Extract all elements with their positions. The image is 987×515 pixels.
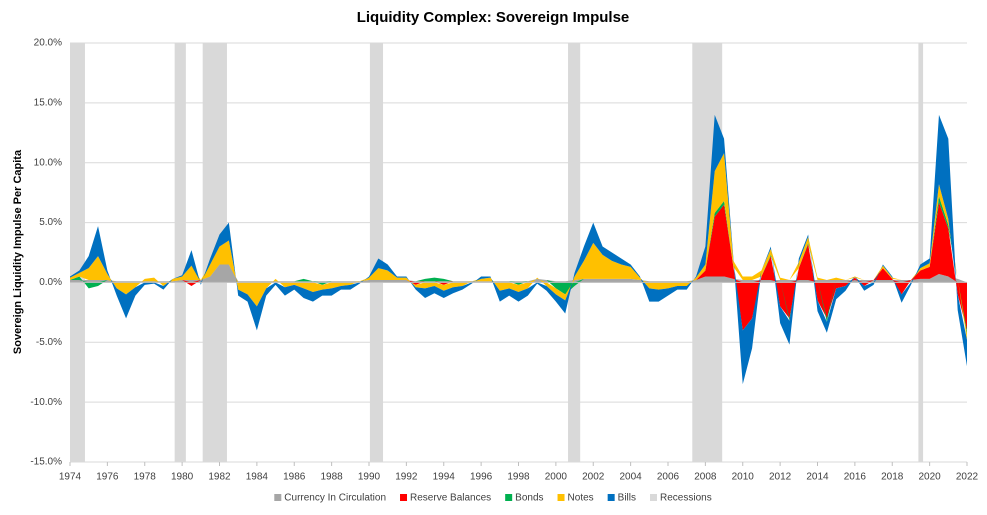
x-tick-label: 2012 xyxy=(769,472,792,483)
y-tick-label: -5.0% xyxy=(36,337,62,348)
x-tick-label: 1984 xyxy=(246,472,269,483)
x-tick-label: 1982 xyxy=(208,472,231,483)
x-tick-label: 1994 xyxy=(433,472,456,483)
legend-swatch xyxy=(505,494,513,501)
x-tick-label: 1990 xyxy=(358,472,381,483)
legend-label: Currency In Circulation xyxy=(284,493,386,504)
legend-swatch xyxy=(274,494,282,501)
x-tick-label: 1974 xyxy=(59,472,82,483)
x-tick-label: 2008 xyxy=(694,472,717,483)
y-tick-label: 0.0% xyxy=(39,277,62,288)
x-tick-label: 1986 xyxy=(283,472,306,483)
legend-swatch xyxy=(650,494,657,501)
x-tick-label: 2020 xyxy=(919,472,942,483)
x-tick-label: 2014 xyxy=(806,472,829,483)
recession-band xyxy=(174,43,186,462)
y-tick-label: 10.0% xyxy=(34,157,62,168)
x-tick-label: 2000 xyxy=(545,472,568,483)
x-tick-label: 1992 xyxy=(395,472,418,483)
recession-band xyxy=(568,43,581,462)
legend-label: Reserve Balances xyxy=(410,493,491,504)
recession-band xyxy=(918,43,924,462)
x-tick-label: 2016 xyxy=(844,472,867,483)
legend: Currency In Circulation Reserve Balances B… xyxy=(274,493,712,504)
legend-label: Recessions xyxy=(660,493,712,504)
x-tick-label: 1980 xyxy=(171,472,194,483)
y-tick-label: 5.0% xyxy=(39,217,62,228)
x-tick-label: 2002 xyxy=(582,472,605,483)
legend-swatch xyxy=(400,494,408,501)
y-tick-label: 20.0% xyxy=(34,38,62,49)
chart-title: Liquidity Complex: Sovereign Impulse xyxy=(357,9,630,26)
y-tick-label: 15.0% xyxy=(34,97,62,108)
y-tick-label: -10.0% xyxy=(30,397,62,408)
x-tick-label: 1988 xyxy=(321,472,344,483)
x-tick-label: 2022 xyxy=(956,472,979,483)
legend-label: Notes xyxy=(568,493,594,504)
y-axis-label: Sovereign Liquidity Impulse Per Capita xyxy=(12,149,24,354)
y-tick-label: -15.0% xyxy=(30,457,62,468)
x-tick-label: 2006 xyxy=(657,472,680,483)
legend-swatch xyxy=(607,494,615,501)
area xyxy=(70,202,967,331)
recession-band xyxy=(70,43,85,462)
x-tick-label: 2010 xyxy=(732,472,755,483)
legend-swatch xyxy=(557,494,565,501)
recession-band xyxy=(369,43,384,462)
x-tick-label: 1996 xyxy=(470,472,493,483)
x-tick-label: 2004 xyxy=(620,472,643,483)
x-tick-label: 1976 xyxy=(96,472,119,483)
x-tick-label: 1998 xyxy=(507,472,530,483)
x-tick-label: 2018 xyxy=(881,472,904,483)
legend-label: Bills xyxy=(618,493,636,504)
x-tick-label: 1978 xyxy=(134,472,157,483)
area xyxy=(70,264,967,283)
legend-label: Bonds xyxy=(515,493,543,504)
